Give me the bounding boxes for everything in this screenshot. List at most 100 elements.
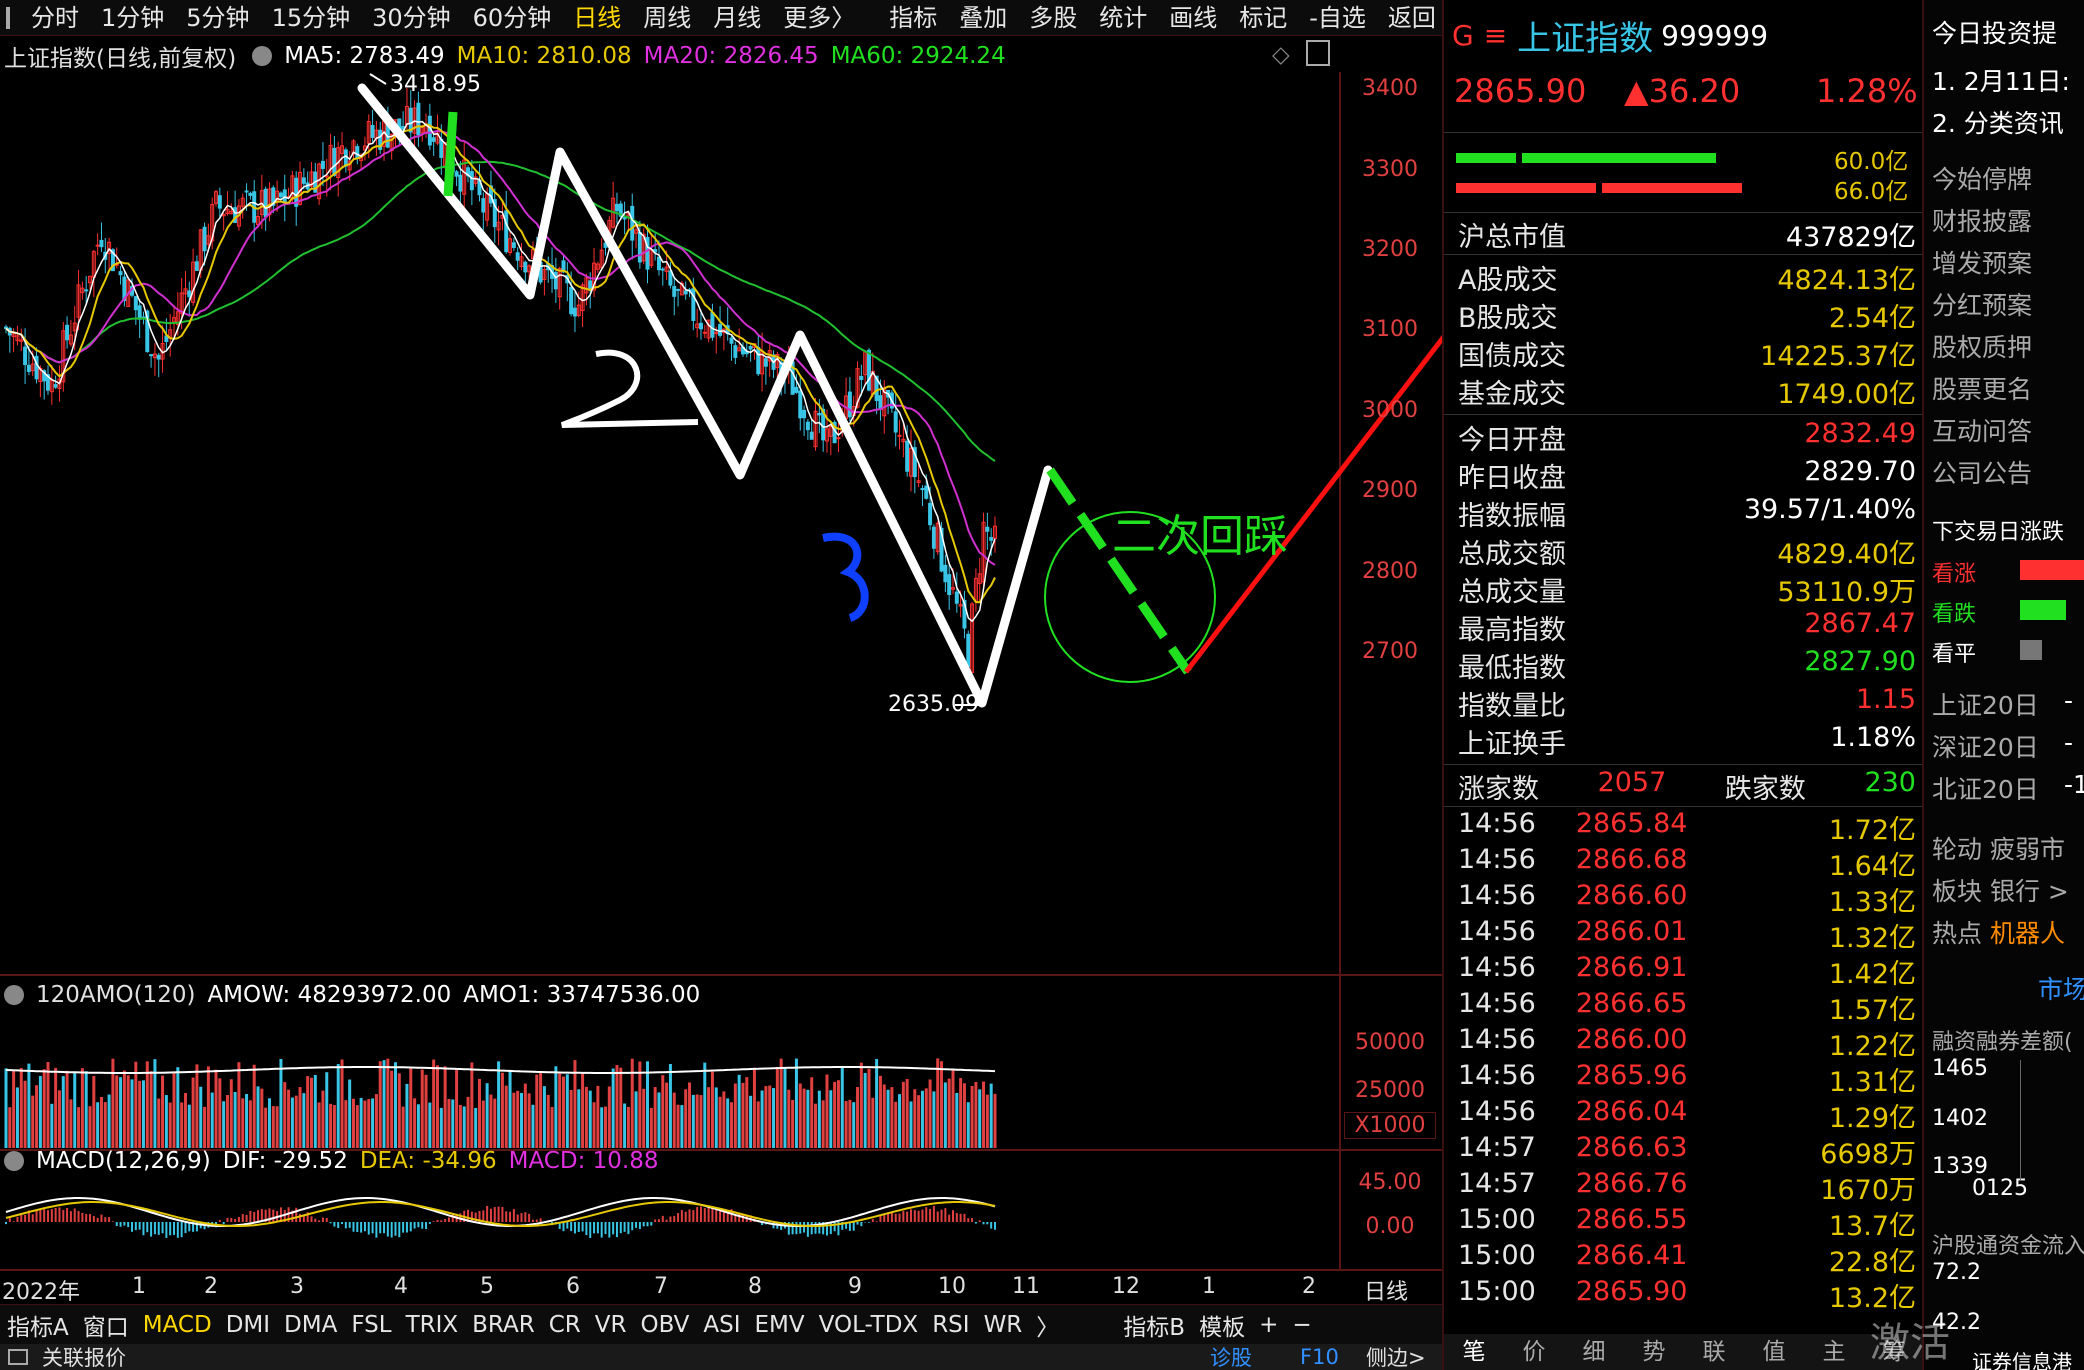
window-icon[interactable] — [6, 6, 10, 29]
diamond-icon[interactable]: ◇ — [1272, 42, 1290, 68]
candlestick-chart[interactable] — [0, 72, 1442, 1272]
quote-row: 总成交量 53110.9万 — [1458, 570, 1916, 609]
tool-back-button[interactable]: 返回 — [1387, 3, 1436, 32]
indicator-tab[interactable]: RSI — [932, 1311, 970, 1338]
period-tab-monthly[interactable]: 月线 — [713, 3, 762, 32]
tool-mark-button[interactable]: 标记 — [1239, 3, 1288, 32]
volume-bar — [932, 1091, 936, 1148]
indicator-tab[interactable]: BRAR — [472, 1311, 535, 1338]
macd-bar — [478, 1210, 481, 1222]
news-item[interactable]: 2. 分类资讯 — [1932, 109, 2064, 138]
volume-bar — [783, 1067, 787, 1148]
macd-menu-icon[interactable] — [4, 1151, 24, 1171]
hot-value[interactable]: 机器人 — [1990, 919, 2066, 948]
template-tab[interactable]: 模板 — [1199, 1314, 1246, 1341]
volume-menu-icon[interactable] — [4, 985, 24, 1005]
tool-multi-stock-button[interactable]: 多股 — [1029, 3, 1078, 32]
indicator-tab[interactable]: VR — [594, 1311, 627, 1338]
macd-bar — [131, 1222, 134, 1232]
market-link[interactable]: 市场 — [2038, 975, 2084, 1004]
indicator-tab[interactable]: 窗口 — [82, 1314, 129, 1341]
quote-tab[interactable]: 主 — [1822, 1339, 1846, 1365]
tool-stats-button[interactable]: 统计 — [1099, 3, 1148, 32]
quote-tab[interactable]: 联 — [1702, 1339, 1726, 1365]
news-link[interactable]: 财报披露 — [1932, 207, 2033, 236]
period-tab-30min[interactable]: 30分钟 — [372, 3, 451, 32]
news-link[interactable]: 股权质押 — [1932, 333, 2033, 362]
tool-remove-watchlist-button[interactable]: -自选 — [1309, 3, 1366, 32]
up-count-label: 涨家数 — [1458, 774, 1539, 805]
period-tab-5min[interactable]: 5分钟 — [186, 3, 250, 32]
quote-tab[interactable]: 细 — [1582, 1339, 1606, 1365]
volume-bar — [634, 1091, 638, 1148]
volume-bar — [401, 1106, 405, 1148]
period-tab-15min[interactable]: 15分钟 — [271, 3, 351, 32]
sector-label[interactable]: 板块 银行 > — [1932, 877, 2069, 906]
candle-body — [378, 129, 383, 150]
news-link[interactable]: 今始停牌 — [1932, 165, 2033, 194]
news-link[interactable]: 股票更名 — [1932, 375, 2033, 404]
period-tab-1min[interactable]: 1分钟 — [101, 3, 165, 32]
period-tab-timeshare[interactable]: 分时 — [31, 3, 79, 32]
row-label: 昨日收盘 — [1458, 463, 1566, 494]
tool-overlay-button[interactable]: 叠加 — [959, 3, 1008, 32]
period-tab-60min[interactable]: 60分钟 — [472, 3, 552, 32]
quote-tab[interactable]: 势 — [1642, 1339, 1666, 1365]
quote-tab[interactable]: 价 — [1522, 1339, 1546, 1365]
macd-bar — [867, 1222, 870, 1223]
indicator-tab[interactable]: 指标A — [7, 1314, 69, 1341]
vote-flat-label[interactable]: 看平 — [1932, 642, 1977, 667]
chevron-down-icon[interactable] — [252, 46, 273, 66]
vote-up-label[interactable]: 看涨 — [1932, 562, 1977, 587]
stat-label: 北证20日 — [1932, 775, 2039, 804]
quote-tab[interactable]: 笔 — [1462, 1339, 1486, 1365]
quote-tab[interactable]: 筹 — [1882, 1339, 1906, 1365]
indicator-more-icon[interactable]: 〉 — [1036, 1314, 1060, 1341]
menu-icon[interactable]: ≡ — [1483, 18, 1508, 52]
sidebar-toggle-link[interactable]: 侧边> — [1366, 1346, 1426, 1370]
tool-indicator-button[interactable]: 指标 — [889, 3, 938, 32]
related-quote-icon[interactable] — [8, 1349, 28, 1365]
indicator-tab[interactable]: CR — [548, 1311, 581, 1338]
news-item[interactable]: 1. 2月11日: — [1932, 67, 2070, 96]
indicator-tab[interactable]: OBV — [640, 1311, 690, 1338]
news-link[interactable]: 互动问答 — [1932, 417, 2033, 446]
remove-icon[interactable]: − — [1292, 1311, 1312, 1338]
indicator-tab-macd[interactable]: MACD — [142, 1311, 212, 1338]
indicator-tab[interactable]: FSL — [351, 1311, 392, 1338]
tick-row: 14:56 2865.96 1.31亿 — [1458, 1060, 1916, 1099]
period-tab-daily[interactable]: 日线 — [573, 3, 622, 32]
volume-bar — [573, 1060, 577, 1148]
add-icon[interactable]: + — [1259, 1311, 1279, 1338]
macd-bar — [310, 1216, 313, 1222]
annotation-text: 二次回踩 — [1112, 511, 1288, 562]
indicator-tab[interactable]: EMV — [754, 1311, 805, 1338]
indicator-tab[interactable]: DMI — [225, 1311, 271, 1338]
indicator-b-tab[interactable]: 指标B — [1123, 1314, 1186, 1341]
g-icon[interactable]: G — [1452, 18, 1474, 52]
f10-link[interactable]: F10 — [1300, 1345, 1339, 1369]
indicator-tab[interactable]: WR — [983, 1311, 1023, 1338]
rotation-label[interactable]: 轮动 疲弱市 — [1932, 835, 2065, 864]
period-tab-more[interactable]: 更多〉 — [783, 3, 856, 32]
news-link[interactable]: 公司公告 — [1932, 459, 2033, 488]
candle-body — [836, 437, 841, 440]
volume-bar — [225, 1095, 229, 1148]
candle-body — [794, 386, 799, 393]
quote-tab[interactable]: 值 — [1762, 1339, 1786, 1365]
related-quote-label[interactable]: 关联报价 — [42, 1346, 126, 1370]
y-tick: 3200 — [1362, 237, 1418, 262]
panel-toggle-icon[interactable] — [1306, 40, 1330, 66]
news-link[interactable]: 增发预案 — [1932, 249, 2033, 278]
tool-draw-button[interactable]: 画线 — [1169, 3, 1218, 32]
macd-bar — [318, 1220, 321, 1222]
period-tab-weekly[interactable]: 周线 — [643, 3, 692, 32]
indicator-tab[interactable]: TRIX — [405, 1311, 459, 1338]
vote-down-label[interactable]: 看跌 — [1932, 602, 1977, 627]
diagnose-link[interactable]: 诊股 — [1210, 1346, 1252, 1370]
indicator-tab[interactable]: ASI — [703, 1311, 741, 1338]
candle-body — [351, 140, 356, 155]
news-link[interactable]: 分红预案 — [1932, 291, 2033, 320]
indicator-tab[interactable]: VOL-TDX — [818, 1311, 919, 1338]
indicator-tab[interactable]: DMA — [284, 1311, 338, 1338]
